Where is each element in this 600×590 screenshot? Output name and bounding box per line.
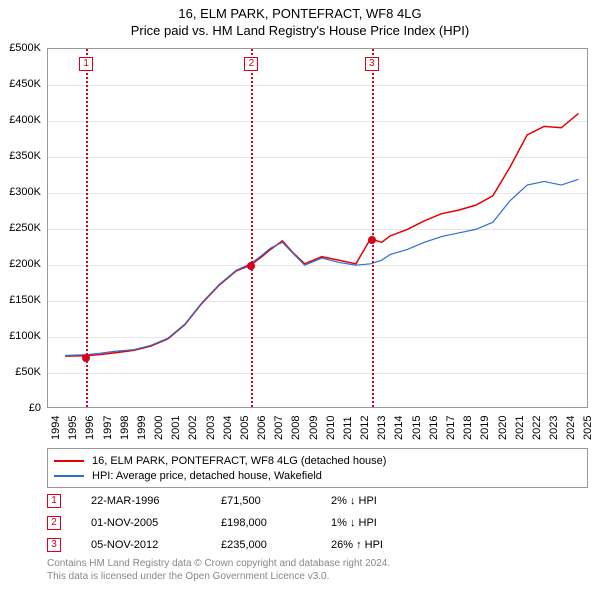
x-tick-label: 2025 xyxy=(582,416,594,440)
legend-label: 16, ELM PARK, PONTEFRACT, WF8 4LG (detac… xyxy=(92,455,386,467)
y-tick-label: £150K xyxy=(9,294,41,306)
event-number-box: 1 xyxy=(47,494,61,508)
x-tick-label: 2011 xyxy=(342,416,354,440)
title-address: 16, ELM PARK, PONTEFRACT, WF8 4LG xyxy=(0,6,600,21)
x-tick-label: 2014 xyxy=(393,416,405,440)
legend-row: HPI: Average price, detached house, Wake… xyxy=(54,468,581,483)
y-tick-label: £300K xyxy=(9,186,41,198)
chart-container: 16, ELM PARK, PONTEFRACT, WF8 4LG Price … xyxy=(0,0,600,590)
event-pct: 1% ↓ HPI xyxy=(331,517,451,529)
chart-lines xyxy=(48,49,587,407)
y-tick-label: £0 xyxy=(29,402,41,414)
x-tick-label: 2007 xyxy=(273,416,285,440)
event-number-box: 2 xyxy=(47,516,61,530)
event-pct: 26% ↑ HPI xyxy=(331,539,451,551)
x-tick-label: 1997 xyxy=(102,416,114,440)
chart-plot-area: 1 2 3 xyxy=(47,48,588,408)
legend-label: HPI: Average price, detached house, Wake… xyxy=(92,470,322,482)
x-tick-label: 1994 xyxy=(50,416,62,440)
x-tick-label: 2018 xyxy=(462,416,474,440)
x-tick-label: 2003 xyxy=(205,416,217,440)
event-row: 3 05-NOV-2012£235,00026% ↑ HPI xyxy=(47,534,588,556)
event-price: £235,000 xyxy=(221,539,331,551)
event-row: 1 22-MAR-1996£71,5002% ↓ HPI xyxy=(47,490,588,512)
x-tick-label: 2022 xyxy=(531,416,543,440)
x-axis: 1994 1995 1996 1997 1998 1999 2000 2001 2002 2003… xyxy=(47,410,588,450)
x-tick-label: 1995 xyxy=(67,416,79,440)
event-pct: 2% ↓ HPI xyxy=(331,495,451,507)
event-marker xyxy=(247,262,255,270)
event-date: 01-NOV-2005 xyxy=(91,517,221,529)
x-tick-label: 1999 xyxy=(136,416,148,440)
legend: 16, ELM PARK, PONTEFRACT, WF8 4LG (detac… xyxy=(47,448,588,488)
y-tick-label: £400K xyxy=(9,114,41,126)
event-price: £198,000 xyxy=(221,517,331,529)
series-property xyxy=(65,113,578,356)
event-label-box: 2 xyxy=(244,57,258,71)
x-tick-label: 2004 xyxy=(222,416,234,440)
x-tick-label: 2009 xyxy=(308,416,320,440)
y-tick-label: £450K xyxy=(9,78,41,90)
x-tick-label: 2023 xyxy=(548,416,560,440)
attribution-line1: Contains HM Land Registry data © Crown c… xyxy=(47,558,588,571)
event-line xyxy=(251,49,253,407)
x-tick-label: 2001 xyxy=(170,416,182,440)
x-tick-label: 2013 xyxy=(376,416,388,440)
event-date: 05-NOV-2012 xyxy=(91,539,221,551)
x-tick-label: 2020 xyxy=(497,416,509,440)
y-tick-label: £50K xyxy=(15,366,41,378)
x-tick-label: 2016 xyxy=(428,416,440,440)
title-block: 16, ELM PARK, PONTEFRACT, WF8 4LG Price … xyxy=(0,0,600,38)
event-price: £71,500 xyxy=(221,495,331,507)
x-tick-label: 2017 xyxy=(445,416,457,440)
x-tick-label: 2024 xyxy=(565,416,577,440)
legend-swatch xyxy=(54,475,84,477)
y-tick-label: £500K xyxy=(9,42,41,54)
title-subtitle: Price paid vs. HM Land Registry's House … xyxy=(0,23,600,38)
x-tick-label: 2021 xyxy=(514,416,526,440)
event-line xyxy=(372,49,374,407)
legend-row: 16, ELM PARK, PONTEFRACT, WF8 4LG (detac… xyxy=(54,453,581,468)
x-tick-label: 1996 xyxy=(84,416,96,440)
y-tick-label: £200K xyxy=(9,258,41,270)
event-number-box: 3 xyxy=(47,538,61,552)
y-axis: £0£50K£100K£150K£200K£250K£300K£350K£400… xyxy=(0,48,45,408)
x-tick-label: 2012 xyxy=(359,416,371,440)
x-tick-label: 2002 xyxy=(187,416,199,440)
attribution-line2: This data is licensed under the Open Gov… xyxy=(47,571,588,584)
x-tick-label: 2008 xyxy=(290,416,302,440)
x-tick-label: 2006 xyxy=(256,416,268,440)
event-label-box: 1 xyxy=(79,57,93,71)
y-tick-label: £350K xyxy=(9,150,41,162)
y-tick-label: £250K xyxy=(9,222,41,234)
x-tick-label: 2015 xyxy=(411,416,423,440)
x-tick-label: 2019 xyxy=(479,416,491,440)
event-label-box: 3 xyxy=(365,57,379,71)
legend-swatch xyxy=(54,460,84,462)
attribution: Contains HM Land Registry data © Crown c… xyxy=(47,558,588,583)
event-row: 2 01-NOV-2005£198,0001% ↓ HPI xyxy=(47,512,588,534)
x-tick-label: 2010 xyxy=(325,416,337,440)
series-hpi xyxy=(65,179,578,355)
event-marker xyxy=(82,354,90,362)
y-tick-label: £100K xyxy=(9,330,41,342)
x-tick-label: 2005 xyxy=(239,416,251,440)
event-date: 22-MAR-1996 xyxy=(91,495,221,507)
event-marker xyxy=(368,236,376,244)
x-tick-label: 2000 xyxy=(153,416,165,440)
x-tick-label: 1998 xyxy=(119,416,131,440)
events-table: 1 22-MAR-1996£71,5002% ↓ HPI 2 01-NOV-2005£… xyxy=(47,490,588,556)
